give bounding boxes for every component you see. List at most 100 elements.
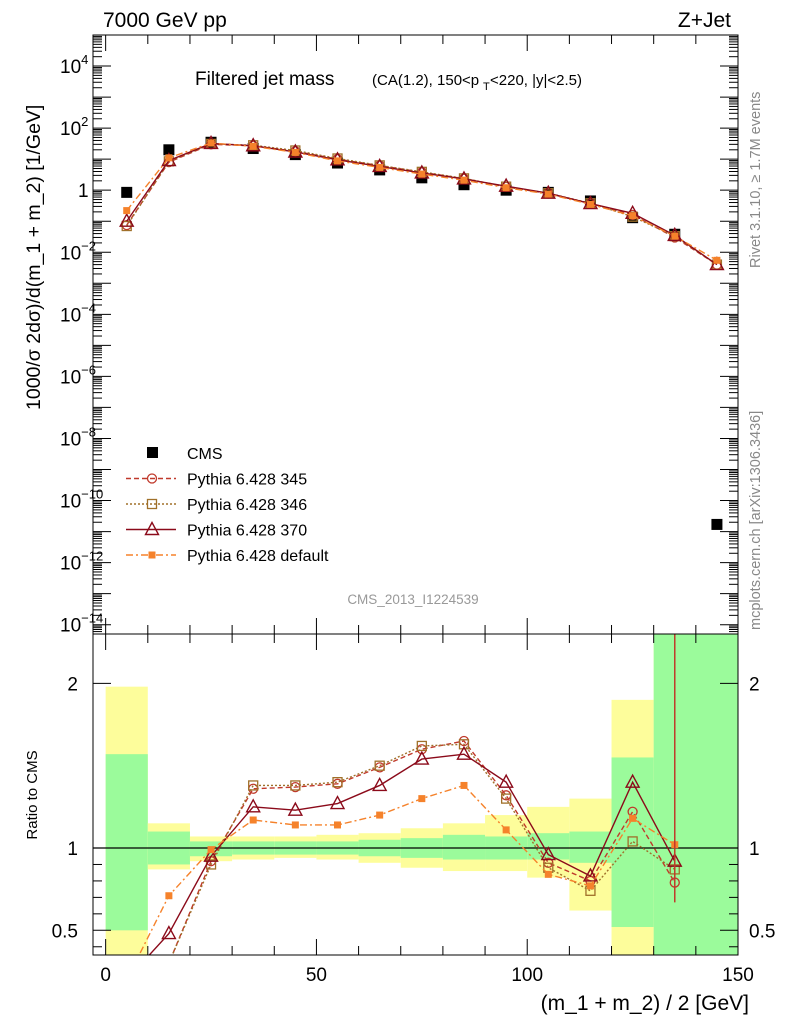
x-tick-label: 0 (100, 965, 111, 986)
legend-marker-cms (147, 447, 158, 458)
uncertainty-band-inner (442, 834, 486, 860)
y-tick-label: 10−14 (60, 611, 103, 637)
marker-pdef (165, 892, 173, 900)
ratio-y-tick-label-right: 2 (749, 674, 760, 695)
marker-pdef (629, 814, 637, 822)
y-axis-label: 1000/σ 2dσ)/d(m_1 + m_2) [1/GeV] (23, 105, 45, 410)
marker-cms (458, 179, 470, 191)
marker-p370 (245, 798, 261, 813)
marker-pdef (460, 781, 468, 789)
marker-pdef (713, 256, 721, 264)
marker-p346 (416, 740, 427, 752)
marker-pdef (586, 882, 594, 890)
y-tick-label: 10−10 (60, 487, 103, 513)
marker-pdef (249, 816, 257, 824)
marker-pdef (418, 795, 426, 803)
marker-pdef (165, 154, 173, 162)
marker-pdef (148, 551, 156, 559)
energy-label: 7000 GeV pp (103, 9, 227, 32)
ratio-y-tick-label-right: 0.5 (749, 921, 775, 942)
uncertainty-band-inner (105, 754, 148, 931)
y-tick-label: 10−4 (60, 300, 96, 326)
ratio-panel: 0.5 0.5 1 1 2 2 0 50 100 150 (m_1 + m_2) / 2 [GeV]… (24, 633, 775, 1015)
plot-title-cuts-2: <220, |y|<2.5) (490, 72, 582, 89)
ratio-line-p345 (171, 740, 676, 955)
marker-cms (163, 144, 175, 156)
series-line-pdef (126, 142, 718, 261)
main-panel: Filtered jet mass (CA(1.2), 150<p T <220, |… (23, 34, 739, 637)
marker-p370 (498, 773, 514, 788)
marker-cms (121, 186, 133, 198)
marker-p346 (164, 959, 173, 968)
marker-p370 (624, 773, 641, 788)
x-tick-label: 100 (511, 965, 543, 986)
marker-p346 (290, 780, 301, 791)
marker-pdef (291, 821, 299, 829)
marker-pdef (291, 148, 299, 156)
x-tick-label: 50 (306, 965, 327, 986)
marker-p370 (203, 847, 219, 862)
marker-p346 (332, 777, 343, 788)
legend-label-p346: Pythia 6.428 346 (187, 497, 307, 514)
marker-pdef (207, 846, 215, 854)
marker-p370 (144, 521, 160, 536)
marker-pdef (586, 200, 594, 208)
ratio-line-p370 (148, 753, 676, 955)
marker-p370 (540, 846, 556, 861)
marker-pdef (629, 212, 637, 220)
marker-pdef (207, 139, 215, 147)
marker-p370 (371, 776, 388, 792)
marker-pdef (502, 826, 510, 834)
rivet-label: Rivet 3.1.10, ≥ 1.7M events (748, 92, 764, 268)
marker-pdef (460, 176, 468, 184)
marker-p346 (500, 793, 512, 804)
y-tick-label: 10−12 (60, 549, 103, 575)
marker-p345 (122, 975, 131, 984)
marker-p346 (627, 211, 638, 222)
marker-pdef (671, 232, 679, 240)
marker-cms (711, 518, 723, 530)
y-tick-label: 10−2 (60, 238, 96, 264)
ratio-frame (92, 633, 739, 956)
marker-p346 (248, 780, 259, 791)
ratio-y-axis-label: Ratio to CMS (24, 750, 41, 839)
marker-p346 (146, 498, 158, 510)
x-axis-label: (m_1 + m_2) / 2 [GeV] (541, 992, 749, 1015)
marker-pdef (376, 163, 384, 171)
legend-label-p370: Pythia 6.428 370 (187, 523, 307, 540)
marker-pdef (334, 821, 342, 829)
ratio-y-tick-label: 0.5 (52, 921, 78, 942)
legend-label-p345: Pythia 6.428 345 (187, 472, 307, 489)
legend-label-cms: CMS (187, 446, 223, 463)
marker-p370 (120, 973, 133, 985)
series-line-p370 (126, 142, 718, 266)
marker-p370 (414, 750, 430, 765)
marker-pdef (544, 870, 552, 878)
ratio-y-tick-label: 1 (67, 839, 78, 860)
y-tick-label: 104 (60, 52, 88, 78)
uncertainty-band-inner (653, 634, 738, 955)
ratio-bands (105, 634, 738, 955)
y-tick-label: 1 (78, 181, 89, 202)
uncertainty-band-inner (611, 757, 654, 928)
marker-pdef (249, 142, 257, 150)
mcplots-label: mcplots.cern.ch [arXiv:1306.3436] (748, 411, 764, 630)
marker-pdef (376, 811, 384, 819)
marker-pdef (334, 157, 342, 165)
x-tick-label: 150 (722, 965, 754, 986)
marker-pdef (418, 170, 426, 178)
analysis-watermark: CMS_2013_I1224539 (347, 592, 478, 607)
marker-p346 (627, 836, 638, 847)
y-tick-label: 10−8 (60, 424, 96, 450)
marker-pdef (123, 976, 130, 983)
marker-p346 (458, 739, 470, 750)
y-tick-label: 102 (60, 114, 88, 140)
marker-p370 (119, 212, 135, 227)
plot-title: Filtered jet mass (195, 69, 334, 90)
marker-p345 (146, 473, 158, 484)
main-frame (92, 34, 739, 635)
marker-p345 (164, 959, 173, 968)
marker-p370 (456, 745, 472, 760)
legend-label-pdef: Pythia 6.428 default (187, 548, 329, 565)
